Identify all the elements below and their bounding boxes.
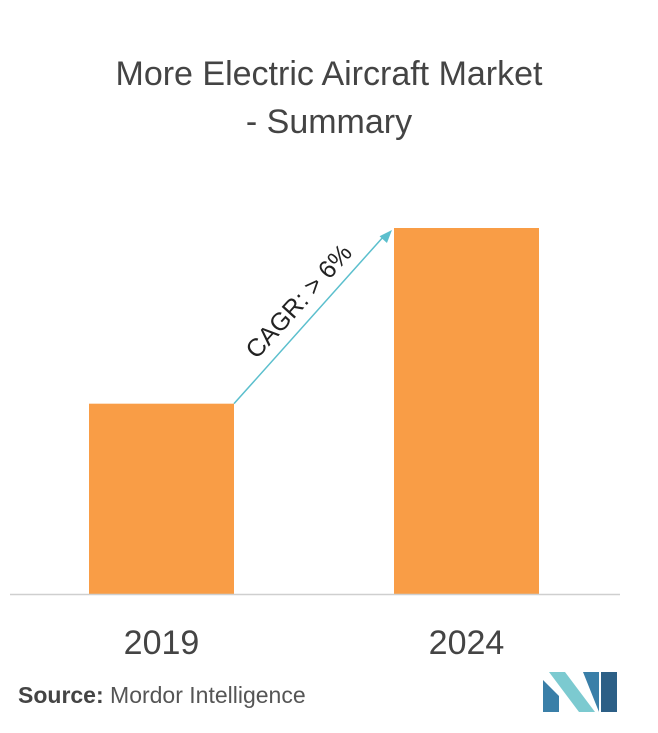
- cagr-arrowhead: [379, 230, 392, 243]
- source-value: Mordor Intelligence: [110, 682, 306, 708]
- source-label: Source:: [18, 682, 104, 708]
- source-note: Source: Mordor Intelligence: [18, 682, 306, 709]
- bar-2024: [394, 228, 539, 594]
- chart-title-line-1: More Electric Aircraft Market: [115, 55, 543, 93]
- logo-shape-right: [583, 672, 599, 712]
- mordor-intelligence-logo-icon: [543, 672, 617, 712]
- logo-shape-far-right: [601, 672, 617, 712]
- logo-shape-middle: [549, 672, 595, 712]
- x-tick-label-2024: 2024: [429, 624, 505, 662]
- cagr-label: CAGR: > 6%: [240, 239, 357, 364]
- x-tick-label-2019: 2019: [124, 624, 200, 662]
- chart-title: More Electric Aircraft Market - Summary: [0, 50, 658, 146]
- cagr-annotation: CAGR: > 6%: [233, 230, 392, 405]
- logo-shape-left: [543, 680, 559, 712]
- bars: [89, 228, 539, 594]
- x-axis-ticks: 2019 2024: [124, 624, 505, 662]
- bar-2019: [89, 403, 234, 594]
- chart-title-line-2: - Summary: [245, 103, 413, 141]
- cagr-arrow-line: [233, 235, 385, 405]
